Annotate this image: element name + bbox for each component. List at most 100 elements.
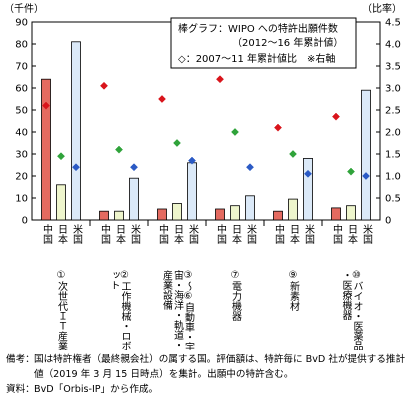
bar-china <box>331 207 341 221</box>
country-label-china: 中国 <box>41 223 53 245</box>
ratio-marker-china <box>42 101 50 110</box>
ratio-marker-china <box>332 112 340 121</box>
ratio-marker-us <box>130 163 138 172</box>
left-tick-label: 30 <box>15 150 28 161</box>
ratio-marker-japan <box>231 128 239 136</box>
country-label-china: 中国 <box>273 223 285 245</box>
country-label-japan: 日本 <box>172 224 184 245</box>
country-label-us: 米国 <box>245 223 257 245</box>
bar-japan <box>172 203 182 221</box>
right-tick-label: 4.0 <box>385 40 401 51</box>
bar-us <box>303 157 313 221</box>
bar-china <box>273 210 283 221</box>
markers-layer <box>42 75 370 180</box>
country-label-china: 中国 <box>215 223 227 245</box>
left-tick-label: 80 <box>15 40 28 51</box>
right-tick-label: 1.0 <box>385 172 401 183</box>
bar-us <box>361 89 371 221</box>
bar-japan <box>114 210 124 221</box>
legend-line-2: （2012～16 年累計値） <box>232 36 343 49</box>
ratio-marker-japan <box>115 145 123 154</box>
left-tick-label: 10 <box>15 194 28 205</box>
category-label: ⑦電力機器 <box>230 270 242 322</box>
ratio-marker-us <box>246 163 254 172</box>
ratio-marker-china <box>100 81 108 90</box>
country-label-japan: 日本 <box>288 224 300 245</box>
notes-text: 国は特許権者（最終親会社）の属する国。評価額は、特許毎に BvD 社が提供する推… <box>34 354 406 380</box>
category-label: 産業設備 <box>161 269 173 311</box>
bar-japan <box>230 205 240 221</box>
ratio-marker-china <box>158 95 166 103</box>
bar-japan <box>56 184 66 221</box>
right-tick-label: 3.5 <box>385 62 401 73</box>
ratio-marker-us <box>362 172 370 180</box>
country-label-japan: 日本 <box>114 224 126 245</box>
ratio-marker-japan <box>347 167 355 176</box>
bar-japan <box>288 198 298 221</box>
country-label-japan: 日本 <box>346 224 358 245</box>
left-axis-unit: （千件） <box>4 3 44 15</box>
left-tick-label: 90 <box>15 18 28 29</box>
bar-us <box>71 41 81 221</box>
country-label-china: 中国 <box>99 223 111 245</box>
country-label-us: 米国 <box>129 223 141 245</box>
bar-china <box>215 208 225 221</box>
bar-us <box>245 195 255 221</box>
source-label: 資料： <box>6 384 35 395</box>
right-axis-unit: （比率） <box>362 2 402 15</box>
bar-us <box>187 162 197 221</box>
right-tick-label: 2.0 <box>385 128 401 139</box>
legend-line-1: 棒グラフ：WIPO への特許出願件数 <box>178 22 338 35</box>
category-label: ③～⑥自動車・宇 <box>183 270 195 350</box>
category-label: ①次世代ＩＴ産業 <box>56 270 68 350</box>
country-label-us: 米国 <box>187 223 199 245</box>
legend: 棒グラフ：WIPO への特許出願件数 （2012～16 年累計値） ◇：2007… <box>170 17 357 69</box>
country-label-us: 米国 <box>361 223 373 245</box>
country-label-us: 米国 <box>71 223 83 245</box>
country-label-us: 米国 <box>303 223 315 245</box>
category-label: ット <box>108 270 119 290</box>
ticks-layer: 0 10 20 30 40 50 60 70 80 90 0 0.5 1.0 1.5 2.0 2.5 3.0 3.… <box>15 18 401 227</box>
notes-label: 備考： <box>6 354 35 365</box>
category-label: ⑩バイオ・医薬品 <box>351 270 363 350</box>
category-label: ②工作機械・ロボ <box>119 270 131 350</box>
legend-box <box>170 17 357 69</box>
bar-china <box>41 78 51 221</box>
left-tick-label: 50 <box>15 106 28 117</box>
left-tick-label: 40 <box>15 128 28 139</box>
bar-us <box>129 177 139 221</box>
right-tick-label: 0.5 <box>385 194 401 205</box>
country-label-japan: 日本 <box>56 224 68 245</box>
category-label: ⑨新素材 <box>288 270 300 311</box>
ratio-marker-us <box>304 169 312 178</box>
left-tick-label: 0 <box>22 216 28 227</box>
bar-china <box>157 208 167 221</box>
notes: 備考： 国は特許権者（最終親会社）の属する国。評価額は、特許毎に BvD 社が提… <box>6 352 410 397</box>
chart: （千件） （比率） 0 10 20 30 40 50 60 70 80 90 0 0.5 1.0 1.5 2… <box>4 2 402 350</box>
ratio-marker-us <box>72 163 80 172</box>
country-label-china: 中国 <box>157 223 169 245</box>
ratio-marker-japan <box>173 139 181 147</box>
left-tick-label: 60 <box>15 84 28 95</box>
bar-japan <box>346 205 356 221</box>
ratio-marker-japan <box>289 150 297 158</box>
right-tick-label: 1.5 <box>385 150 401 161</box>
left-tick-label: 70 <box>15 62 28 73</box>
bars-layer <box>41 41 371 221</box>
left-tick-label: 20 <box>15 172 28 183</box>
right-tick-label: 2.5 <box>385 106 401 117</box>
category-label: ・医療機器 <box>340 270 352 321</box>
right-tick-label: 0 <box>385 216 391 227</box>
right-tick-label: 3.0 <box>385 84 401 95</box>
legend-line-3: ◇：2007～11 年累計値比 ※右軸 <box>178 52 335 65</box>
source-text: BvD「Orbis-IP」から作成。 <box>34 384 159 395</box>
country-label-japan: 日本 <box>230 224 242 245</box>
ratio-marker-japan <box>57 152 65 161</box>
right-tick-label: 4.5 <box>385 18 401 29</box>
ratio-marker-us <box>188 156 196 165</box>
country-label-china: 中国 <box>331 223 343 245</box>
ratio-marker-china <box>216 75 224 84</box>
ratio-marker-china <box>274 123 282 132</box>
category-label: 宙・海洋・軌道・ <box>172 269 184 350</box>
